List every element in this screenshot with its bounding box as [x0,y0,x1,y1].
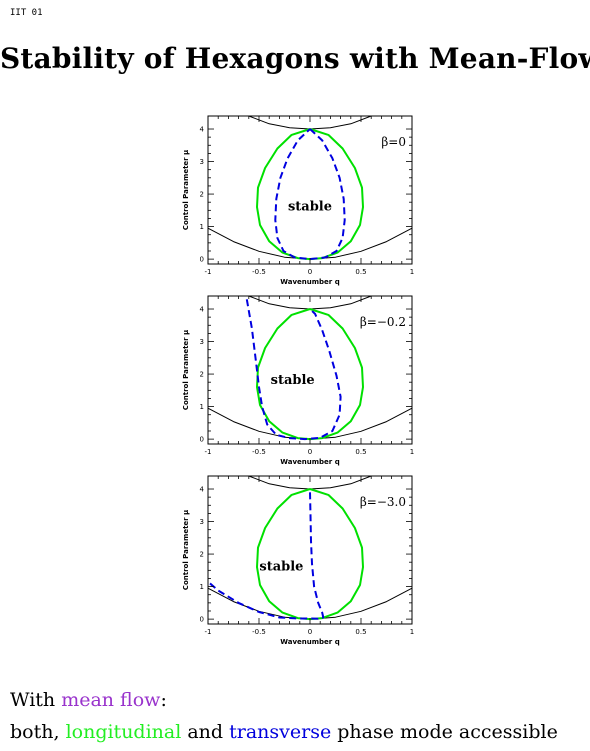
caption-line1-suffix: : [160,689,167,711]
stable-region-label: stable [259,559,303,574]
lower-existence-curve [208,407,412,440]
x-tick-label: -1 [205,268,212,276]
slide-title: Stability of Hexagons with Mean-Flow [0,42,590,75]
y-tick-label: 0 [200,436,204,444]
caption-line2-middle: and [181,721,230,743]
y-tick-label: 2 [200,191,204,199]
caption-line-1: With mean flow: [10,684,558,716]
y-tick-label: 4 [200,306,205,314]
x-tick-label: 0 [308,448,312,456]
beta-annotation: β=0 [381,135,406,149]
transverse-curve [208,492,325,620]
chart-svg: -1 -0.5 0 0.5 1 0 1 2 3 4 Wavenumber q Control Para… [182,295,414,466]
lower-existence-curve [208,227,412,260]
caption-line-2: both, longitudinal and transverse phase … [10,716,558,748]
y-axis-label: Control Parameter μ [182,510,190,590]
mean-flow-text: mean flow [61,689,161,711]
y-axis-label: Control Parameter μ [182,330,190,410]
y-tick-label: 1 [200,583,204,591]
y-tick-label: 4 [200,486,205,494]
y-tick-label: 0 [200,616,204,624]
y-tick-label: 2 [200,551,204,559]
y-tick-label: 3 [200,158,204,166]
x-tick-label: -0.5 [252,628,266,636]
stability-plot-beta-0: -1 -0.5 0 0.5 1 0 1 2 3 4 Wavenumber q Control Para… [178,114,418,286]
stability-plot-beta-minus-3-0: -1 -0.5 0 0.5 1 0 1 2 3 4 Wavenumber q Control Para… [178,474,418,646]
x-axis-label: Wavenumber q [280,458,339,466]
x-tick-label: -1 [205,448,212,456]
y-tick-label: 0 [200,256,204,264]
y-tick-label: 1 [200,223,204,231]
x-tick-label: 0.5 [355,448,366,456]
x-tick-label: 1 [410,448,414,456]
x-tick-label: -0.5 [252,268,266,276]
x-tick-label: -1 [205,628,212,636]
stability-plot-beta-minus-0-2: -1 -0.5 0 0.5 1 0 1 2 3 4 Wavenumber q Control Para… [178,294,418,466]
beta-annotation: β=−3.0 [360,495,406,509]
y-tick-label: 3 [200,518,204,526]
x-tick-label: 1 [410,268,414,276]
chart-svg: -1 -0.5 0 0.5 1 0 1 2 3 4 Wavenumber q Control Para… [182,475,414,646]
caption: With mean flow: both, longitudinal and t… [10,684,558,748]
y-axis-label: Control Parameter μ [182,150,190,230]
y-tick-label: 1 [200,403,204,411]
y-tick-label: 4 [200,126,205,134]
beta-annotation: β=−0.2 [360,315,406,329]
x-tick-label: 0.5 [355,628,366,636]
slide-label: IIT 01 [10,8,43,18]
x-tick-label: 0 [308,268,312,276]
x-tick-label: 0 [308,628,312,636]
x-tick-label: 0.5 [355,268,366,276]
x-axis-label: Wavenumber q [280,278,339,286]
transverse-curve [274,128,346,261]
stable-region-label: stable [288,199,332,214]
longitudinal-text: longitudinal [65,721,182,743]
x-tick-label: -0.5 [252,448,266,456]
caption-line2-prefix: both, [10,721,66,743]
x-axis-label: Wavenumber q [280,638,339,646]
caption-line2-suffix: phase mode accessible [331,721,558,743]
transverse-curve [245,299,342,441]
transverse-text: transverse [229,721,332,743]
y-tick-label: 3 [200,338,204,346]
caption-line1-prefix: With [10,689,62,711]
y-tick-label: 2 [200,371,204,379]
stable-region-label: stable [271,373,315,388]
longitudinal-curve [256,128,364,261]
x-tick-label: 1 [410,628,414,636]
chart-svg: -1 -0.5 0 0.5 1 0 1 2 3 4 Wavenumber q Control Para… [182,115,414,286]
